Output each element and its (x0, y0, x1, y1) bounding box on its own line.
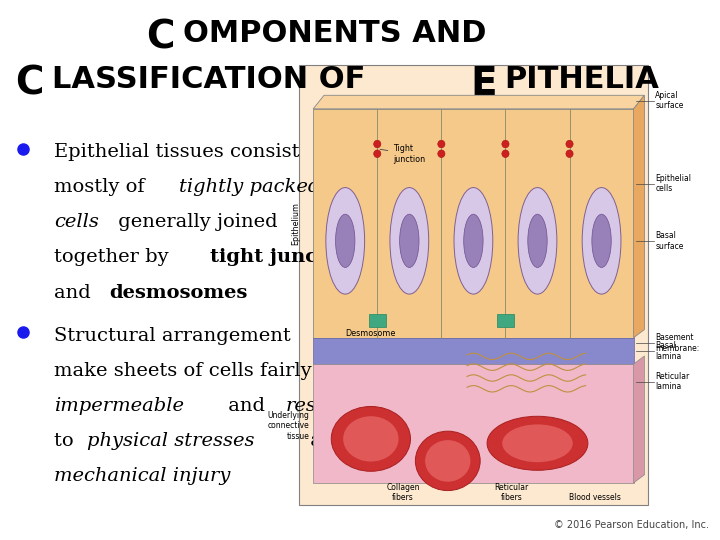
Text: OMPONENTS AND: OMPONENTS AND (183, 19, 486, 48)
Text: Epithelium: Epithelium (291, 202, 300, 245)
Text: Underlying
connective
tissue: Underlying connective tissue (268, 411, 310, 441)
Ellipse shape (582, 187, 621, 294)
Text: desmosomes: desmosomes (109, 284, 248, 301)
Ellipse shape (343, 416, 399, 462)
Ellipse shape (438, 140, 445, 148)
Ellipse shape (336, 214, 355, 267)
Ellipse shape (592, 214, 611, 267)
Polygon shape (634, 356, 644, 483)
Text: Reticular
lamina: Reticular lamina (655, 372, 690, 391)
Polygon shape (313, 95, 644, 109)
Text: and: and (222, 397, 271, 415)
Text: Basal
surface: Basal surface (655, 231, 683, 251)
Polygon shape (634, 95, 644, 338)
Text: to: to (54, 432, 80, 450)
Ellipse shape (425, 440, 470, 482)
Text: C: C (16, 65, 44, 103)
Ellipse shape (502, 424, 572, 462)
Ellipse shape (566, 140, 573, 148)
Text: Tight
junction: Tight junction (380, 144, 426, 164)
Ellipse shape (464, 214, 483, 267)
Text: resistant: resistant (285, 397, 372, 415)
FancyBboxPatch shape (313, 338, 634, 364)
Ellipse shape (390, 187, 428, 294)
Text: Blood vessels: Blood vessels (570, 493, 621, 502)
Text: mechanical injury: mechanical injury (54, 467, 230, 485)
FancyBboxPatch shape (299, 65, 648, 505)
Ellipse shape (528, 214, 547, 267)
Text: © 2016 Pearson Education, Inc.: © 2016 Pearson Education, Inc. (554, 520, 709, 530)
Ellipse shape (374, 150, 381, 158)
Text: and: and (54, 284, 97, 301)
Text: Epithelial tissues consist: Epithelial tissues consist (54, 143, 300, 161)
Text: impermeable: impermeable (54, 397, 184, 415)
Text: PITHELIA: PITHELIA (505, 65, 660, 94)
Text: Reticular
fibers: Reticular fibers (495, 483, 529, 502)
Ellipse shape (566, 150, 573, 158)
Ellipse shape (326, 187, 364, 294)
Text: make sheets of cells fairly: make sheets of cells fairly (54, 362, 312, 380)
Text: mostly of: mostly of (54, 178, 151, 196)
Text: cells: cells (54, 213, 99, 231)
Ellipse shape (331, 407, 410, 471)
FancyBboxPatch shape (497, 314, 514, 327)
Ellipse shape (502, 140, 509, 148)
Text: LASSIFICATION OF: LASSIFICATION OF (53, 65, 377, 94)
Text: Structural arrangement: Structural arrangement (54, 327, 291, 345)
FancyBboxPatch shape (369, 314, 386, 327)
Text: Epithelial
cells: Epithelial cells (655, 174, 691, 193)
Ellipse shape (454, 187, 492, 294)
Ellipse shape (518, 187, 557, 294)
Ellipse shape (415, 431, 480, 490)
FancyBboxPatch shape (313, 364, 634, 483)
Text: tightly packed: tightly packed (179, 178, 320, 196)
Text: and: and (304, 432, 346, 450)
FancyBboxPatch shape (313, 109, 634, 338)
Text: together by: together by (54, 248, 175, 266)
Ellipse shape (502, 150, 509, 158)
Text: Desmosome: Desmosome (346, 329, 395, 338)
Text: tight junctions: tight junctions (210, 248, 372, 266)
Ellipse shape (487, 416, 588, 470)
Text: C: C (146, 19, 174, 57)
Text: Basal
lamina: Basal lamina (655, 341, 681, 361)
Text: Apical
surface: Apical surface (655, 91, 683, 110)
Ellipse shape (438, 150, 445, 158)
Ellipse shape (374, 140, 381, 148)
Ellipse shape (400, 214, 419, 267)
Text: E: E (470, 65, 497, 103)
Text: Basement
membrane:: Basement membrane: (655, 333, 699, 353)
Text: generally joined: generally joined (112, 213, 277, 231)
Text: physical stresses: physical stresses (87, 432, 255, 450)
Text: Collagen
fibers: Collagen fibers (386, 483, 420, 502)
